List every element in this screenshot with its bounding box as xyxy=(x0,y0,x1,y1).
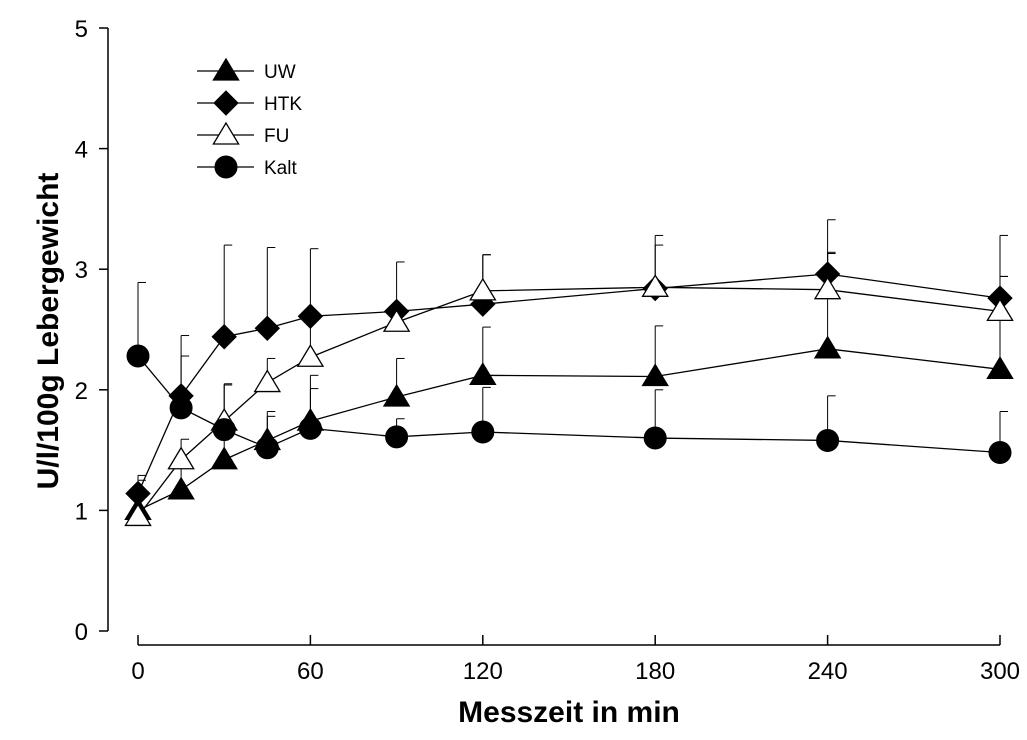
point-kalt xyxy=(988,441,1012,465)
point-fu xyxy=(813,276,842,300)
y-axis-title: U/l/100g Lebergewicht xyxy=(32,173,65,490)
error-bars xyxy=(137,219,1008,517)
y-tick-label: 4 xyxy=(75,137,88,164)
point-kalt xyxy=(385,425,409,449)
x-tick-label: 0 xyxy=(131,658,144,685)
point-htk xyxy=(254,315,281,342)
point-fu xyxy=(469,277,497,301)
point-uw xyxy=(986,356,1014,379)
legend-label-htk: HTK xyxy=(264,94,302,115)
point-fu xyxy=(124,503,152,527)
legend-marker-htk xyxy=(213,90,239,116)
legend-marker-uw xyxy=(212,57,240,81)
x-tick-label: 240 xyxy=(808,658,848,685)
point-fu xyxy=(253,369,282,393)
point-htk xyxy=(125,480,151,507)
series-line-fu xyxy=(137,286,1001,517)
x-axis-title: Messzeit in min xyxy=(458,696,680,729)
point-kalt xyxy=(298,416,322,440)
y-tick-label: 3 xyxy=(75,257,88,284)
point-uw xyxy=(813,335,842,359)
point-kalt xyxy=(471,420,495,444)
x-tick-label: 120 xyxy=(463,658,503,685)
series-markers xyxy=(124,261,1014,527)
point-fu xyxy=(986,298,1014,322)
point-htk xyxy=(211,324,237,350)
point-htk xyxy=(297,303,324,329)
legend-label-fu: FU xyxy=(264,126,289,147)
point-kalt xyxy=(126,344,150,368)
series-line-kalt xyxy=(137,355,1001,454)
point-kalt xyxy=(643,426,667,450)
legend-marker-fu xyxy=(212,121,240,145)
point-kalt xyxy=(169,396,193,420)
legend: UW HTK FU Kalt xyxy=(197,57,302,179)
y-tick-label: 0 xyxy=(75,619,88,646)
point-uw xyxy=(469,362,497,385)
y-tick-label: 2 xyxy=(75,378,88,405)
x-tick-label: 300 xyxy=(980,658,1020,685)
point-kalt xyxy=(212,418,236,442)
point-kalt xyxy=(816,428,840,452)
series-line-htk xyxy=(137,273,1001,494)
x-tick-label: 60 xyxy=(297,658,324,685)
legend-label-uw: UW xyxy=(264,62,296,83)
axes: 0 1 2 3 4 5 0 60 120 180 240 300 xyxy=(75,16,1020,685)
point-fu xyxy=(382,309,411,332)
series-line-uw xyxy=(137,348,1001,511)
point-uw xyxy=(210,446,238,470)
y-tick-label: 5 xyxy=(75,16,88,43)
series-lines xyxy=(137,273,1001,517)
x-tick-label: 180 xyxy=(635,658,675,685)
point-kalt xyxy=(255,436,279,460)
point-fu xyxy=(167,446,195,470)
y-tick-label: 1 xyxy=(75,498,88,525)
point-fu xyxy=(641,274,669,297)
point-uw xyxy=(382,383,411,407)
point-uw xyxy=(641,363,669,387)
point-fu xyxy=(296,343,325,367)
legend-label-kalt: Kalt xyxy=(264,158,297,179)
point-uw xyxy=(167,476,195,500)
legend-marker-kalt xyxy=(214,155,238,179)
